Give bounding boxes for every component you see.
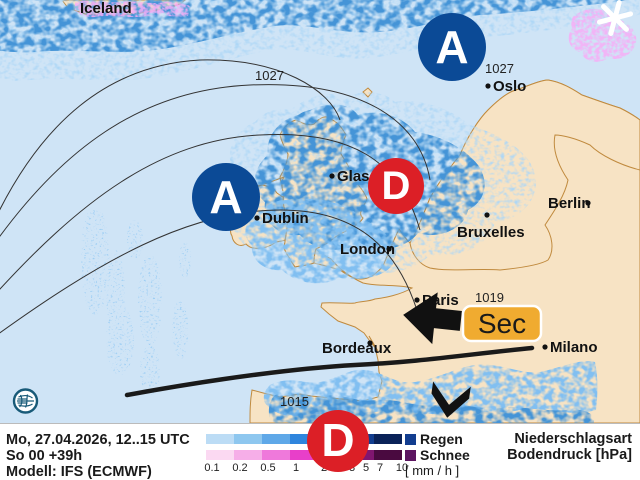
svg-text:D: D xyxy=(321,414,354,466)
svg-text:A: A xyxy=(209,171,242,223)
svg-text:A: A xyxy=(435,21,468,73)
svg-text:D: D xyxy=(382,164,411,208)
